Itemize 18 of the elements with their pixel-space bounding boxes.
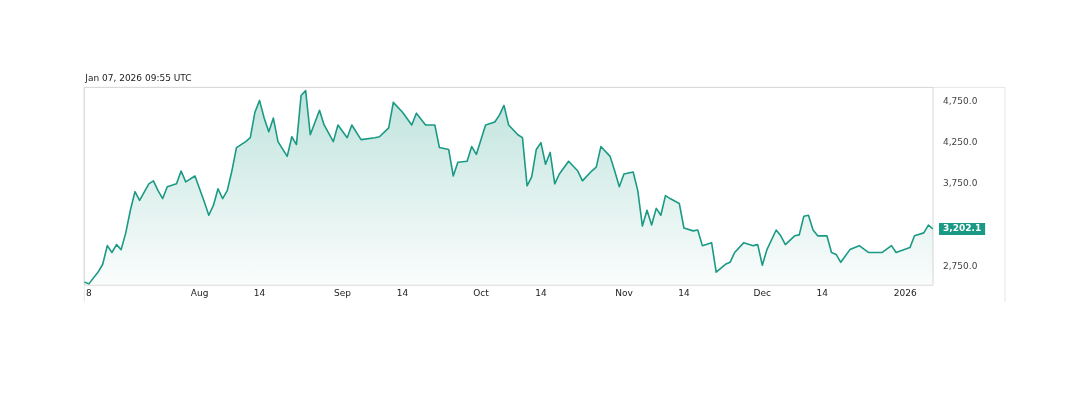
x-tick-label: Sep (334, 287, 352, 298)
text: Jan 07, 2026 09:55 UTC (84, 73, 192, 84)
y-tick-label: 4,250.0 (943, 136, 978, 147)
x-tick-label: 14 (535, 287, 547, 298)
y-tick-label: 2,750.0 (943, 260, 978, 271)
y-tick-label: 4,750.0 (943, 95, 978, 106)
x-tick-label: 14 (396, 287, 409, 298)
x-tick-label: 14 (253, 287, 266, 298)
x-tick-label: 14 (816, 287, 829, 298)
x-tick-label: Oct (473, 287, 490, 298)
x-tick-label: 14 (678, 287, 690, 298)
y-tick-label: 3,750.0 (943, 178, 978, 189)
x-tick-label: 2026 (893, 287, 918, 298)
x-tick-label: Aug (190, 287, 209, 298)
x-tick-label: Dec (753, 287, 772, 298)
x-tick-label: 8 (86, 287, 92, 298)
annotation: 3,202.1 (943, 223, 982, 234)
x-tick-label: Nov (615, 287, 634, 298)
